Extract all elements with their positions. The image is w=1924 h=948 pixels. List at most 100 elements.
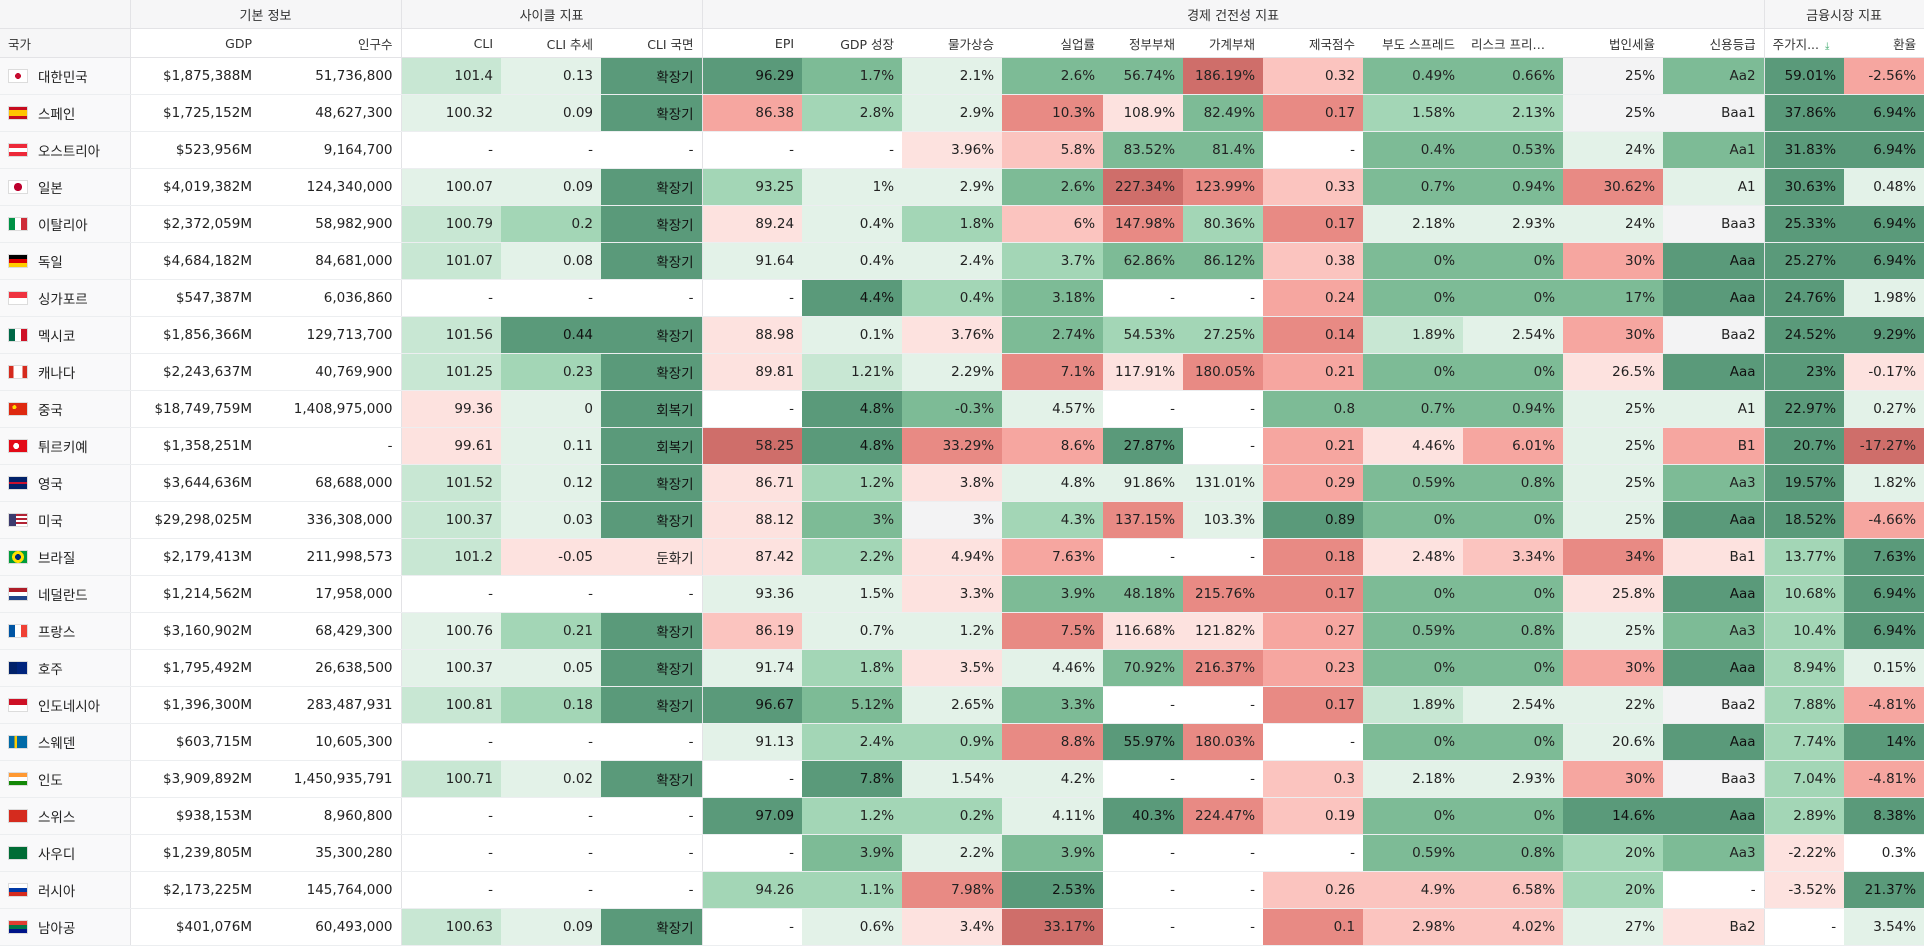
epi-cell: 89.24 — [702, 205, 803, 243]
table-row[interactable]: 중국 $18,749,759M 1,408,975,000 99.36 0 회복기 -4.8… — [0, 390, 1924, 428]
table-row[interactable]: 스위스 $938,153M 8,960,800- - -97.09 1.2% 0.2% 4.1… — [0, 797, 1924, 835]
country-cell[interactable]: 독일 — [0, 242, 131, 280]
gov-debt-cell: - — [1103, 538, 1184, 576]
epi-cell: - — [702, 279, 803, 317]
table-row[interactable]: 튀르키예 $1,358,251M -99.61 0.11 회복기 58.25 4.8% 33.… — [0, 427, 1924, 465]
table-row[interactable]: 독일 $4,684,182M 84,681,000 101.07 0.08 확장기 91.6… — [0, 242, 1924, 280]
table-row[interactable]: 이탈리아 $2,372,059M 58,982,900 100.79 0.2 확장기 89.… — [0, 205, 1924, 243]
country-cell[interactable]: 오스트리아 — [0, 131, 131, 169]
col-header-cli-trend[interactable]: CLI 추세 — [501, 28, 602, 58]
col-header-population[interactable]: 인구수 — [260, 28, 402, 58]
household-debt-cell: 186.19% — [1183, 57, 1264, 95]
col-header-credit-rating[interactable]: 신용등급 — [1663, 28, 1765, 58]
population-cell: 17,958,000 — [260, 575, 402, 613]
country-cell[interactable]: 대한민국 — [0, 57, 131, 95]
table-row[interactable]: 네덜란드 $1,214,562M 17,958,000- - -93.36 1.5% 3.3… — [0, 575, 1924, 613]
table-row[interactable]: 스페인 $1,725,152M 48,627,300 100.32 0.09 확장기 86.… — [0, 94, 1924, 132]
gov-debt-cell: - — [1103, 760, 1184, 798]
table-row[interactable]: 러시아 $2,173,225M 145,764,000- - -94.26 1.1% 7.9… — [0, 871, 1924, 909]
country-cell[interactable]: 인도네시아 — [0, 686, 131, 724]
cds-spread-cell: 0.59% — [1363, 834, 1464, 872]
table-row[interactable]: 인도 $3,909,892M 1,450,935,791 100.71 0.02 확장기 -… — [0, 760, 1924, 798]
col-header-epi[interactable]: EPI — [702, 28, 803, 58]
col-header-cli-phase[interactable]: CLI 국면 — [601, 28, 703, 58]
col-header-fx[interactable]: 환율 — [1844, 28, 1924, 58]
country-cell[interactable]: 멕시코 — [0, 316, 131, 354]
col-header-cli[interactable]: CLI — [401, 28, 502, 58]
country-cell[interactable]: 인도 — [0, 760, 131, 798]
table-row[interactable]: 남아공 $401,076M 60,493,000 100.63 0.09 확장기 -0.6%… — [0, 908, 1924, 946]
col-header-gdp[interactable]: GDP — [130, 28, 260, 58]
country-cell[interactable]: 호주 — [0, 649, 131, 687]
country-cell[interactable]: 영국 — [0, 464, 131, 502]
flag-us-icon — [8, 513, 28, 527]
gdp-cell: $523,956M — [130, 131, 260, 169]
table-row[interactable]: 미국 $29,298,025M 336,308,000 100.37 0.03 확장기 88… — [0, 501, 1924, 539]
table-row[interactable]: 사우디 $1,239,805M 35,300,280- - - -3.9% 2.2% 3.9%… — [0, 834, 1924, 872]
country-cell[interactable]: 스웨덴 — [0, 723, 131, 761]
cli-trend-cell: 0.2 — [501, 205, 602, 243]
country-name: 러시아 — [38, 884, 76, 900]
table-row[interactable]: 싱가포르 $547,387M 6,036,860- - - -4.4% 0.4% 3.18% -… — [0, 279, 1924, 317]
country-cell[interactable]: 중국 — [0, 390, 131, 428]
table-row[interactable]: 오스트리아 $523,956M 9,164,700- - - - -3.96% 5.8% 83.… — [0, 131, 1924, 169]
table-row[interactable]: 인도네시아 $1,396,300M 283,487,931 100.81 0.18 확장기… — [0, 686, 1924, 724]
cli-cell: - — [401, 797, 502, 835]
population-cell: 1,450,935,791 — [260, 760, 402, 798]
table-row[interactable]: 브라질 $2,179,413M 211,998,573 101.2 -0.05 둔화기 87… — [0, 538, 1924, 576]
cli-phase-cell: 둔화기 — [601, 538, 703, 576]
cli-phase-cell: 확장기 — [601, 908, 703, 946]
sort-down-icon[interactable]: ⤓ — [1825, 40, 1830, 52]
credit-rating-cell: Aaa — [1663, 797, 1765, 835]
country-cell[interactable]: 프랑스 — [0, 612, 131, 650]
table-row[interactable]: 영국 $3,644,636M 68,688,000 101.52 0.12 확장기 86.7… — [0, 464, 1924, 502]
country-cell[interactable]: 스위스 — [0, 797, 131, 835]
table-row[interactable]: 멕시코 $1,856,366M 129,713,700 101.56 0.44 확장기 88… — [0, 316, 1924, 354]
country-cell[interactable]: 미국 — [0, 501, 131, 539]
household-debt-cell: - — [1183, 390, 1264, 428]
misery-cell: 0.17 — [1263, 575, 1364, 613]
table-row[interactable]: 일본 $4,019,382M 124,340,000 100.07 0.09 확장기 93.… — [0, 168, 1924, 206]
col-header-country[interactable]: 국가 — [0, 28, 131, 58]
col-header-risk-premium[interactable]: 리스크 프리미엄 — [1463, 28, 1564, 58]
cli-phase-cell: 확장기 — [601, 760, 703, 798]
col-header-gov-debt[interactable]: 정부부채 — [1103, 28, 1184, 58]
misery-cell: 0.32 — [1263, 57, 1364, 95]
country-cell[interactable]: 스페인 — [0, 94, 131, 132]
country-cell[interactable]: 러시아 — [0, 871, 131, 909]
gdp-growth-cell: 2.4% — [802, 723, 903, 761]
flag-se-icon — [8, 735, 28, 749]
inflation-cell: 1.8% — [902, 205, 1003, 243]
country-cell[interactable]: 캐나다 — [0, 353, 131, 391]
col-header-corp-tax[interactable]: 법인세율 — [1563, 28, 1664, 58]
table-row[interactable]: 호주 $1,795,492M 26,638,500 100.37 0.05 확장기 91.7… — [0, 649, 1924, 687]
cli-phase-cell: 확장기 — [601, 205, 703, 243]
country-cell[interactable]: 브라질 — [0, 538, 131, 576]
gdp-cell: $1,795,492M — [130, 649, 260, 687]
col-header-gdp-growth[interactable]: GDP 성장 — [802, 28, 903, 58]
inflation-cell: 0.2% — [902, 797, 1003, 835]
country-cell[interactable]: 사우디 — [0, 834, 131, 872]
country-cell[interactable]: 튀르키예 — [0, 427, 131, 465]
country-cell[interactable]: 남아공 — [0, 908, 131, 946]
col-header-misery[interactable]: 제국점수 — [1263, 28, 1364, 58]
corp-tax-cell: 26.5% — [1563, 353, 1664, 391]
stock-index-cell: 59.01% — [1764, 57, 1845, 95]
country-cell[interactable]: 싱가포르 — [0, 279, 131, 317]
country-cell[interactable]: 일본 — [0, 168, 131, 206]
inflation-cell: 2.29% — [902, 353, 1003, 391]
col-header-inflation[interactable]: 물가상승 — [902, 28, 1003, 58]
country-cell[interactable]: 네덜란드 — [0, 575, 131, 613]
gov-debt-cell: - — [1103, 908, 1184, 946]
col-header-stock-index[interactable]: 주가지... ⤓ — [1764, 28, 1845, 58]
table-row[interactable]: 프랑스 $3,160,902M 68,429,300 100.76 0.21 확장기 86.… — [0, 612, 1924, 650]
col-header-household-debt[interactable]: 가계부채 — [1183, 28, 1264, 58]
table-row[interactable]: 대한민국 $1,875,388M 51,736,800 101.4 0.13 확장기 96.… — [0, 57, 1924, 95]
col-header-cds-spread[interactable]: 부도 스프레드 — [1363, 28, 1464, 58]
table-row[interactable]: 캐나다 $2,243,637M 40,769,900 101.25 0.23 확장기 89.… — [0, 353, 1924, 391]
col-header-unemployment[interactable]: 실업률 — [1002, 28, 1104, 58]
country-cell[interactable]: 이탈리아 — [0, 205, 131, 243]
country-name: 남아공 — [38, 921, 76, 937]
table-row[interactable]: 스웨덴 $603,715M 10,605,300- - -91.13 2.4% 0.9% 8.… — [0, 723, 1924, 761]
unemployment-cell: 3.18% — [1002, 279, 1104, 317]
